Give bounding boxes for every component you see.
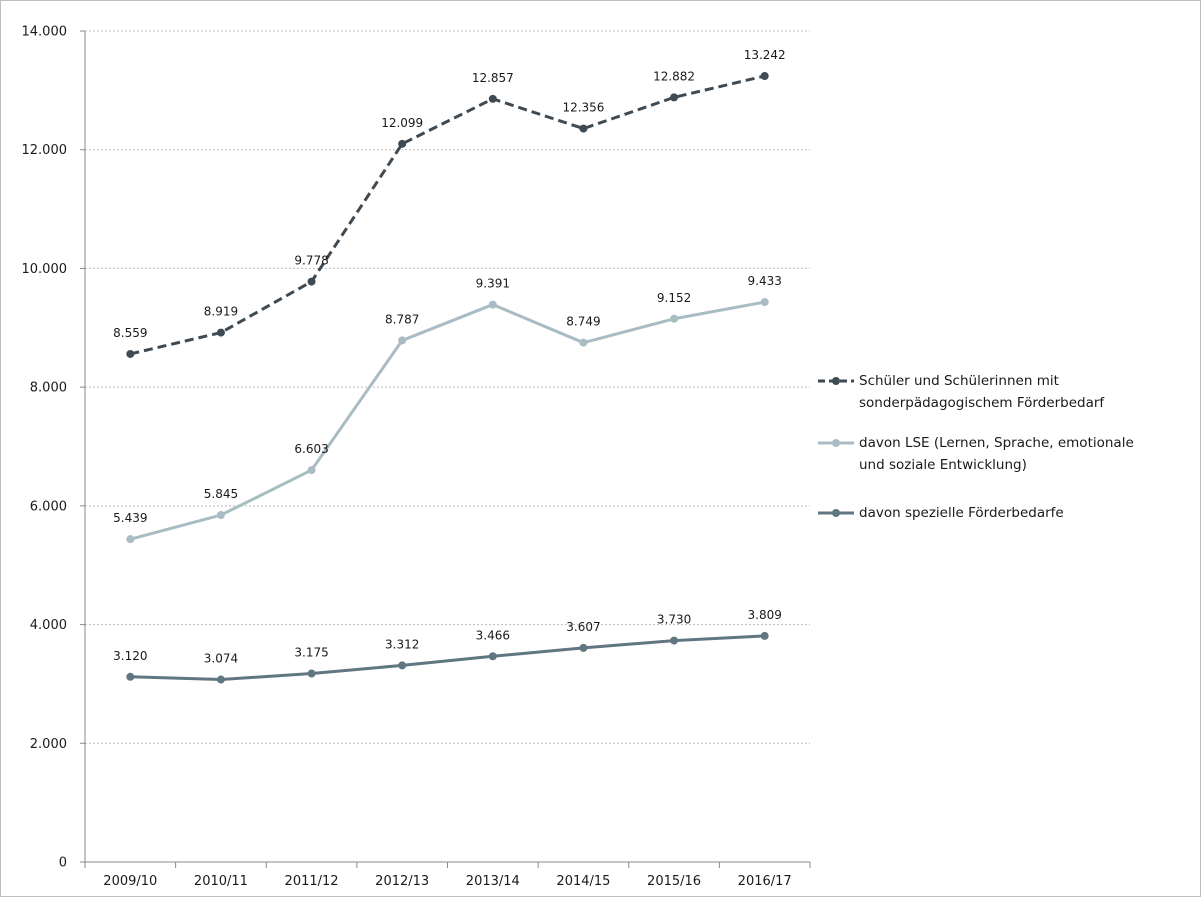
data-label: 3.809 (748, 608, 782, 622)
data-point (670, 314, 679, 323)
data-label: 9.152 (657, 291, 691, 305)
data-point (760, 631, 769, 640)
y-tick-label: 6.000 (30, 499, 67, 514)
data-point (126, 349, 135, 358)
data-label: 3.466 (476, 628, 510, 642)
series-line-3 (130, 634, 765, 682)
data-point (398, 661, 407, 670)
legend-label: Schüler und Schülerinnen mit (859, 373, 1059, 389)
data-point (307, 277, 316, 286)
data-label: 3.730 (657, 613, 691, 627)
y-tick-label: 2.000 (30, 737, 67, 752)
data-point (307, 466, 316, 475)
data-label: 12.356 (562, 101, 604, 115)
data-label: 12.857 (472, 71, 514, 85)
data-label: 6.603 (294, 442, 328, 456)
data-point (398, 336, 407, 345)
data-label: 9.391 (476, 277, 510, 291)
data-label: 5.439 (113, 511, 147, 525)
data-point (216, 675, 225, 684)
data-label: 12.882 (653, 69, 695, 83)
legend-label: und soziale Entwicklung) (859, 457, 1027, 473)
x-tick-label: 2009/10 (103, 874, 157, 889)
x-tick-label: 2013/14 (466, 874, 520, 889)
data-label: 3.312 (385, 637, 419, 651)
y-tick-label: 12.000 (22, 143, 68, 158)
legend-swatch-marker (832, 377, 840, 385)
y-tick-label: 8.000 (30, 381, 67, 396)
data-label: 8.787 (385, 312, 419, 326)
data-label: 3.607 (566, 620, 600, 634)
x-tick-label: 2016/17 (738, 874, 792, 889)
legend-label: davon spezielle Förderbedarfe (859, 505, 1064, 521)
data-label: 3.175 (294, 646, 328, 660)
data-label: 9.778 (294, 254, 328, 268)
x-tick-label: 2012/13 (375, 874, 429, 889)
data-label: 13.242 (744, 48, 786, 62)
legend-label: davon LSE (Lernen, Sprache, emotionale (859, 435, 1134, 451)
y-tick-label: 4.000 (30, 618, 67, 633)
legend-label: sonderpädagogischem Förderbedarf (859, 395, 1105, 411)
y-tick-label: 0 (59, 856, 67, 871)
data-point (670, 93, 679, 102)
data-point (488, 300, 497, 309)
data-point (760, 71, 769, 80)
data-label: 8.559 (113, 326, 147, 340)
data-point (398, 139, 407, 148)
y-tick-label: 10.000 (22, 262, 68, 277)
data-point (126, 535, 135, 544)
y-tick-label: 14.000 (22, 25, 68, 40)
data-point (579, 338, 588, 347)
data-label: 5.845 (204, 487, 238, 501)
legend-swatch-marker (832, 509, 840, 517)
data-point (216, 511, 225, 520)
data-label: 8.919 (204, 305, 238, 319)
data-point (760, 298, 769, 307)
data-point (670, 636, 679, 645)
data-point (579, 643, 588, 652)
x-tick-label: 2011/12 (285, 874, 339, 889)
data-point (488, 652, 497, 661)
x-tick-label: 2015/16 (647, 874, 701, 889)
data-label: 12.099 (381, 116, 423, 130)
series-line-1 (129, 74, 766, 356)
data-label: 9.433 (748, 274, 782, 288)
data-point (126, 672, 135, 681)
data-label: 3.120 (113, 649, 147, 663)
data-label: 3.074 (204, 652, 238, 666)
series-line-2 (129, 300, 765, 541)
data-label: 8.749 (566, 315, 600, 329)
data-point (216, 328, 225, 337)
x-tick-label: 2014/15 (556, 874, 610, 889)
legend-swatch-marker (832, 439, 840, 447)
data-point (307, 669, 316, 678)
x-tick-label: 2010/11 (194, 874, 248, 889)
data-point (579, 124, 588, 133)
data-point (488, 94, 497, 103)
